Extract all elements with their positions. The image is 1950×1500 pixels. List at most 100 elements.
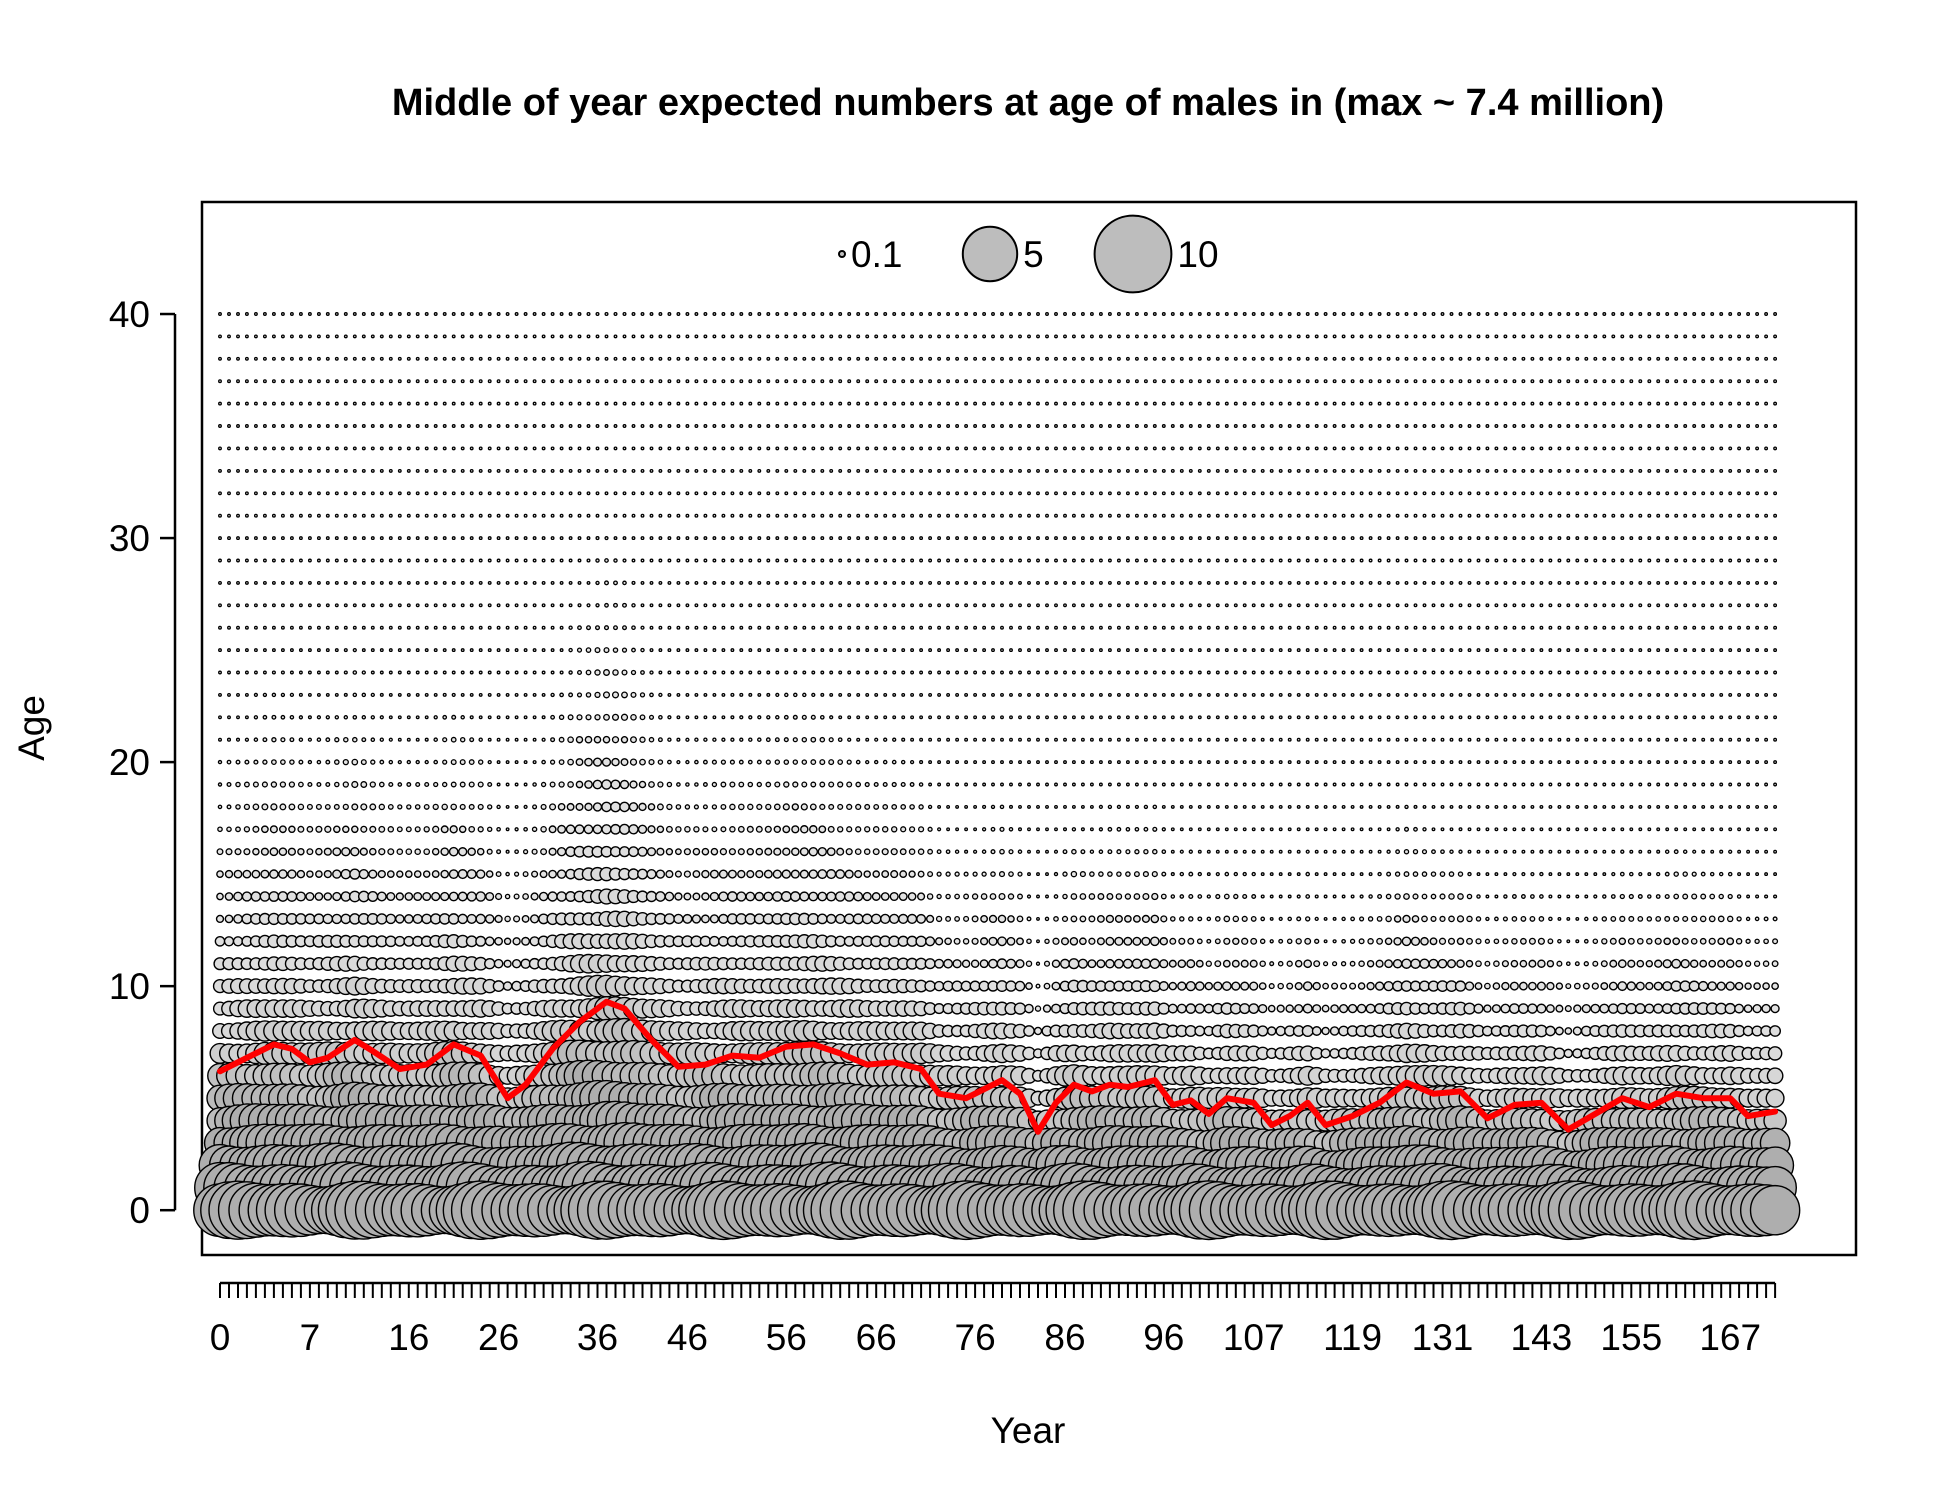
bubble (1045, 603, 1049, 608)
bubble (505, 446, 510, 451)
bubble (1134, 558, 1139, 563)
bubble (748, 558, 753, 563)
bubble (1395, 692, 1400, 697)
bubble (1150, 914, 1160, 924)
bubble (1089, 782, 1094, 787)
bubble (1430, 915, 1437, 922)
bubble (991, 536, 995, 541)
bubble (829, 536, 834, 541)
bubble (774, 759, 781, 765)
bubble (955, 424, 960, 428)
bubble (1530, 356, 1535, 361)
bubble (261, 825, 269, 834)
bubble (937, 804, 942, 809)
bubble (829, 580, 834, 585)
bubble (1188, 312, 1193, 316)
bubble (730, 379, 735, 384)
bubble (1718, 871, 1724, 877)
bubble (577, 468, 582, 473)
bubble (1125, 468, 1130, 473)
bubble (684, 826, 691, 833)
bubble (946, 536, 951, 541)
bubble (991, 491, 995, 496)
bubble (1045, 782, 1049, 787)
bubble (1260, 379, 1265, 384)
bubble (1206, 849, 1211, 854)
bubble (739, 491, 744, 496)
bubble (1638, 648, 1643, 653)
bubble (244, 603, 249, 608)
bubble (1134, 826, 1140, 832)
bubble (532, 468, 537, 473)
bubble (667, 379, 672, 384)
bubble (892, 625, 897, 630)
bubble (469, 580, 474, 585)
bubble (217, 804, 223, 810)
bubble (872, 826, 880, 833)
bubble (1421, 849, 1428, 855)
bubble (487, 424, 492, 428)
bubble (919, 692, 924, 697)
bubble (946, 760, 951, 765)
bubble (773, 803, 781, 811)
bubble (1728, 648, 1733, 653)
bubble (1116, 670, 1121, 675)
bubble (676, 491, 681, 496)
bubble (1107, 424, 1112, 428)
bubble (1287, 558, 1292, 563)
bubble (217, 826, 223, 833)
bubble (1530, 625, 1535, 630)
bubble (919, 491, 924, 496)
bubble (826, 891, 837, 902)
bubble (808, 869, 819, 879)
bubble (253, 737, 259, 742)
bubble (541, 401, 546, 406)
bubble (847, 468, 852, 473)
bubble (559, 513, 564, 518)
bubble (1054, 312, 1058, 316)
bubble (676, 424, 681, 428)
bubble (1638, 424, 1643, 428)
bubble (1206, 760, 1211, 765)
bubble (827, 825, 835, 833)
bubble (1143, 648, 1148, 653)
bubble (225, 848, 233, 856)
bubble (298, 379, 303, 384)
bubble (323, 869, 332, 879)
bubble (1485, 356, 1490, 361)
bubble (1304, 937, 1312, 945)
bubble (1206, 603, 1211, 608)
bubble (1161, 715, 1166, 720)
bubble (703, 491, 708, 496)
bubble (1323, 648, 1328, 653)
bubble (829, 670, 834, 675)
bubble (523, 648, 528, 653)
bubble (1575, 379, 1580, 384)
bubble (442, 714, 448, 720)
bubble (891, 781, 897, 788)
bubble (1431, 379, 1436, 384)
bubble (1755, 603, 1760, 608)
bubble (1026, 894, 1032, 899)
bubble (1206, 558, 1211, 563)
bubble (1773, 513, 1778, 518)
bubble (586, 401, 591, 406)
bubble (404, 892, 414, 901)
bubble (307, 446, 312, 451)
bubble (387, 848, 395, 856)
bubble (478, 692, 483, 697)
bubble (1431, 334, 1436, 339)
bubble (973, 648, 978, 653)
bubble (1566, 737, 1571, 742)
bubble (1170, 424, 1175, 428)
bubble (1539, 827, 1544, 832)
bubble (1764, 804, 1769, 809)
bubble (1710, 804, 1715, 809)
bubble (1080, 782, 1085, 787)
bubble (1422, 670, 1427, 675)
bubble (1449, 356, 1454, 361)
bubble (1521, 804, 1526, 809)
bubble (927, 804, 933, 810)
bubble (514, 558, 519, 563)
bubble (316, 446, 321, 451)
